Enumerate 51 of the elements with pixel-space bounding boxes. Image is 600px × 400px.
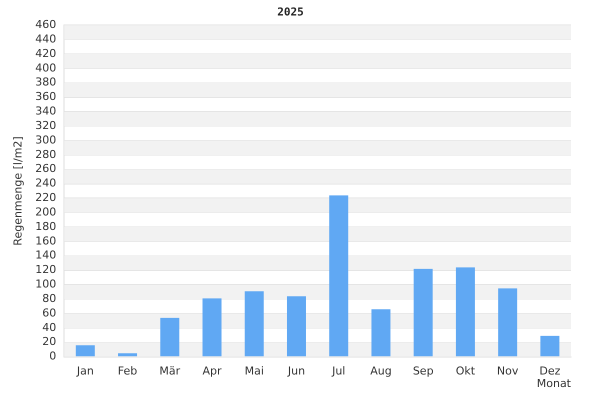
y-tick-label: 100 (35, 278, 56, 291)
y-tick-label: 160 (35, 234, 56, 248)
y-tick-label: 380 (35, 76, 56, 89)
x-tick-label: Feb (118, 364, 138, 378)
y-tick-label: 220 (35, 191, 56, 204)
bar (371, 309, 390, 356)
y-tick-label: 300 (35, 133, 56, 146)
y-tick-label: 0 (49, 350, 56, 363)
y-tick-label: 20 (42, 335, 56, 348)
y-tick-label: 60 (42, 306, 56, 320)
x-tick-label: Mär (159, 364, 181, 378)
bar (329, 195, 348, 356)
x-tick-label: Sep (412, 364, 434, 378)
y-tick-label: 140 (35, 248, 56, 262)
y-axis-title: Regenmenge [l/m2] (11, 136, 24, 246)
x-tick-label: Jan (76, 364, 94, 378)
bar (244, 291, 264, 356)
bar (414, 268, 433, 356)
bar (160, 318, 180, 356)
y-tick-label: 320 (35, 118, 56, 132)
y-tick-label: 180 (35, 220, 56, 233)
y-tick-label: 40 (42, 320, 56, 334)
y-tick-label: 240 (35, 176, 56, 190)
x-tick-label: Apr (202, 364, 222, 378)
bar (286, 296, 306, 356)
x-tick-label: Aug (370, 364, 392, 378)
x-tick-label: Mai (244, 364, 264, 378)
bar (202, 298, 222, 356)
x-tick-label: Okt (456, 364, 476, 378)
y-tick-label: 360 (35, 90, 56, 104)
y-tick-label: 120 (35, 263, 56, 276)
bar (456, 267, 475, 356)
y-tick-label: 280 (35, 148, 56, 161)
y-tick-label: 80 (42, 292, 56, 305)
y-tick-label: 400 (35, 61, 56, 74)
y-tick-label: 420 (35, 46, 56, 60)
bar (498, 288, 518, 356)
y-tick-label: 440 (35, 32, 56, 46)
y-tick-label: 260 (35, 162, 56, 176)
y-tick-label: 340 (35, 104, 56, 118)
y-tick-label: 200 (35, 205, 56, 218)
x-tick-label: Dez (539, 364, 561, 378)
bar (118, 353, 138, 356)
chart-title: 2025 (277, 5, 304, 18)
y-tick-label: 460 (35, 18, 56, 32)
bar (540, 336, 560, 356)
bar (76, 345, 95, 356)
x-tick-label: Jun (286, 364, 306, 378)
x-axis-title: Monat (536, 377, 572, 390)
x-tick-label: Jul (331, 364, 346, 378)
x-tick-label: Nov (496, 364, 519, 378)
